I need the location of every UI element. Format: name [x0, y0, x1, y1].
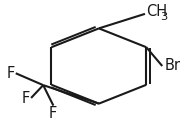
Text: F: F — [6, 66, 14, 81]
Text: CH: CH — [146, 4, 167, 19]
Text: F: F — [22, 91, 30, 106]
Text: F: F — [49, 106, 57, 121]
Text: Br: Br — [164, 58, 180, 74]
Text: 3: 3 — [160, 12, 168, 22]
